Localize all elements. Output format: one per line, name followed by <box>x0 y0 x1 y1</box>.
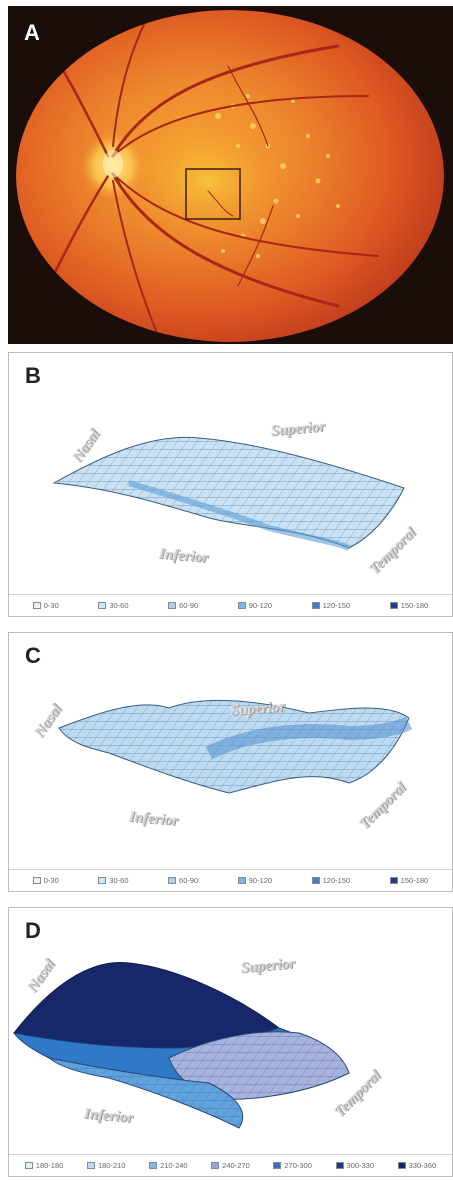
legend-item: 120-150 <box>311 876 350 885</box>
legend-swatch <box>168 877 177 884</box>
thickness-map-panel-c: C Nasal Superior Inferior Temporal 0-30 … <box>8 632 453 892</box>
legend-swatch <box>211 1162 220 1169</box>
surface-plot-c <box>58 699 413 794</box>
legend-item: 90-120 <box>237 601 272 610</box>
legend-item: 150-180 <box>389 601 428 610</box>
legend-swatch <box>273 1162 282 1169</box>
fundus-photograph-panel: A <box>8 6 453 344</box>
legend-item: 330-360 <box>397 1161 436 1170</box>
legend-swatch <box>98 877 107 884</box>
legend-swatch <box>397 1162 406 1169</box>
legend-item: 120-150 <box>311 601 350 610</box>
panel-label-d: D <box>25 918 41 943</box>
legend-item: 180-180 <box>24 1161 63 1170</box>
legend-swatch <box>149 1162 158 1169</box>
surface-plot-b <box>52 436 405 551</box>
legend-swatch <box>168 602 177 609</box>
legend-d: 180-180 180-210 210-240 240-270 270-300 … <box>9 1154 452 1176</box>
legend-swatch <box>98 602 107 609</box>
legend-swatch <box>237 877 246 884</box>
legend-swatch <box>335 1162 344 1169</box>
legend-item: 270-300 <box>273 1161 312 1170</box>
panel-label-c: C <box>25 643 41 668</box>
legend-item: 90-120 <box>237 876 272 885</box>
legend-item: 30-60 <box>98 601 129 610</box>
fundus-photograph <box>8 6 453 344</box>
thickness-map-panel-b: B Nasal Superior Inferior Temporal 0-30 … <box>8 352 453 617</box>
panel-label-a: A <box>24 20 40 45</box>
legend-swatch <box>237 602 246 609</box>
legend-swatch <box>24 1162 33 1169</box>
legend-item: 0-30 <box>32 876 59 885</box>
thickness-map-panel-d: D Nasal Superior Inferior Temporal 180-1… <box>8 907 453 1177</box>
legend-swatch <box>32 602 41 609</box>
legend-swatch <box>311 602 320 609</box>
legend-item: 150-180 <box>389 876 428 885</box>
legend-swatch <box>86 1162 95 1169</box>
legend-item: 300-330 <box>335 1161 374 1170</box>
legend-item: 30-60 <box>98 876 129 885</box>
legend-b: 0-30 30-60 60-90 90-120 120-150 150-180 <box>9 594 452 616</box>
legend-item: 60-90 <box>168 876 198 885</box>
region-of-interest-box <box>185 168 241 220</box>
legend-swatch <box>32 877 41 884</box>
legend-item: 180-210 <box>86 1161 125 1170</box>
legend-c: 0-30 30-60 60-90 90-120 120-150 150-180 <box>9 869 452 891</box>
surface-plot-d <box>12 961 350 1129</box>
legend-item: 240-270 <box>211 1161 250 1170</box>
panel-label-b: B <box>25 363 41 388</box>
legend-item: 60-90 <box>168 601 198 610</box>
legend-item: 0-30 <box>32 601 59 610</box>
legend-item: 210-240 <box>149 1161 188 1170</box>
legend-swatch <box>389 877 398 884</box>
legend-swatch <box>389 602 398 609</box>
legend-swatch <box>311 877 320 884</box>
